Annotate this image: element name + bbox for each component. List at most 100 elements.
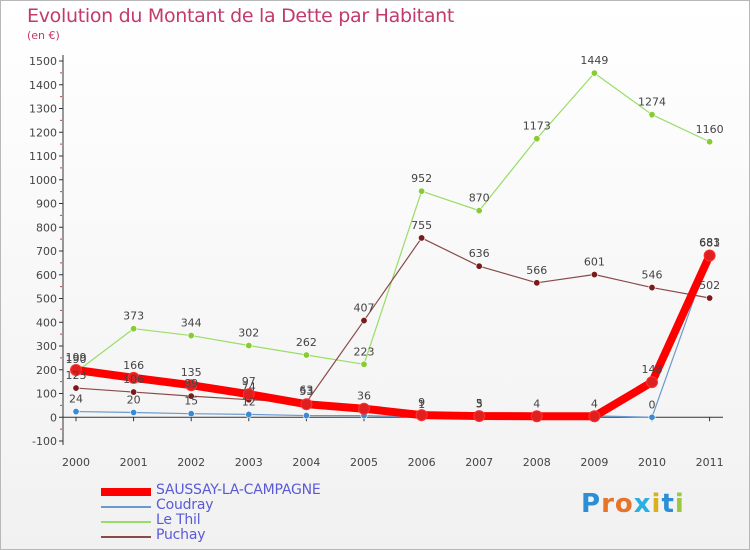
legend-label: SAUSSAY-LA-CAMPAGNE <box>156 482 321 498</box>
data-label: 5 <box>476 397 483 410</box>
y-tick-label: 700 <box>36 245 57 258</box>
data-point <box>302 351 310 359</box>
data-label: 683 <box>699 236 720 249</box>
y-tick-label: 1400 <box>29 79 57 92</box>
legend-entry: Coudray <box>101 497 421 514</box>
data-label: 199 <box>66 351 87 364</box>
data-label: 1173 <box>523 120 551 133</box>
y-tick-label: 1100 <box>29 150 57 163</box>
data-label: 53 <box>299 385 313 398</box>
y-tick-label: 400 <box>36 316 57 329</box>
y-tick-label: 800 <box>36 221 57 234</box>
legend-entry: Puchay <box>101 527 421 544</box>
x-tick-label: 2011 <box>696 456 724 469</box>
data-label: 97 <box>242 375 256 388</box>
y-tick-label: 1300 <box>29 103 57 116</box>
y-tick-label: 200 <box>36 364 57 377</box>
x-tick-label: 2005 <box>350 456 378 469</box>
data-label: 601 <box>584 256 605 269</box>
series-line <box>75 237 711 403</box>
data-point <box>360 317 368 325</box>
y-tick-label: 1000 <box>29 174 57 187</box>
data-point <box>358 402 370 415</box>
data-label: 407 <box>354 302 375 315</box>
x-tick-label: 2007 <box>465 456 493 469</box>
data-label: 9 <box>418 396 425 409</box>
axes <box>60 55 723 445</box>
data-labels: 1903733443022622239528701173144912741160… <box>66 54 724 411</box>
data-point <box>360 360 368 368</box>
series-line <box>75 254 711 418</box>
data-label: 89 <box>184 377 198 390</box>
chart-title: Evolution du Montant de la Dette par Hab… <box>27 5 455 27</box>
x-tick-label: 2003 <box>235 456 263 469</box>
y-tick-label: 300 <box>36 340 57 353</box>
y-tick-label: 500 <box>36 293 57 306</box>
legend-label: Coudray <box>156 497 214 513</box>
data-label: 681 <box>699 237 720 250</box>
x-tick-label: 2002 <box>177 456 205 469</box>
data-point <box>530 410 543 423</box>
data-label: 36 <box>357 390 371 403</box>
data-label: 546 <box>642 269 663 282</box>
legend-entry: Le Thil <box>101 512 421 529</box>
data-point <box>187 332 195 340</box>
data-label: 148 <box>642 363 663 376</box>
data-label: 952 <box>411 172 432 185</box>
data-label: 0 <box>649 398 656 411</box>
y-tick-label: 900 <box>36 198 57 211</box>
data-label: 566 <box>526 264 547 277</box>
x-tick-label: 2010 <box>638 456 666 469</box>
data-point <box>130 388 138 396</box>
data-point <box>703 249 716 262</box>
data-point <box>187 410 195 418</box>
y-tick-label: 1200 <box>29 126 57 139</box>
x-tick-label: 2009 <box>580 456 608 469</box>
legend-swatch <box>101 488 151 496</box>
data-point <box>533 279 541 287</box>
data-point <box>130 408 138 416</box>
data-point <box>245 410 253 418</box>
data-point <box>590 69 598 77</box>
data-label: 135 <box>181 366 202 379</box>
data-label: 636 <box>469 247 490 260</box>
data-point <box>588 410 601 423</box>
data-label: 344 <box>181 317 202 330</box>
data-label: 373 <box>123 310 144 323</box>
data-label: 3 <box>476 398 483 411</box>
data-label: 63 <box>299 383 313 396</box>
data-label: 190 <box>66 353 87 366</box>
data-label: 755 <box>411 219 432 232</box>
data-label: 1160 <box>696 123 724 136</box>
data-point <box>475 207 483 215</box>
data-point <box>130 325 138 333</box>
data-point <box>415 409 428 422</box>
data-label: 223 <box>354 345 375 358</box>
data-point <box>300 398 313 411</box>
data-label: 74 <box>242 381 256 394</box>
data-label: 106 <box>123 373 144 386</box>
data-point <box>418 187 426 195</box>
data-label: 123 <box>66 369 87 382</box>
data-label: 502 <box>699 279 720 292</box>
data-point <box>533 135 541 143</box>
proxiti-logo: Proxiti <box>581 489 685 519</box>
data-point <box>72 408 80 416</box>
legend-label: Puchay <box>156 527 206 543</box>
y-tick-label: 0 <box>50 411 57 424</box>
y-tick-label: 100 <box>36 388 57 401</box>
y-tick-label: 600 <box>36 269 57 282</box>
y-tick-label: 1500 <box>29 55 57 68</box>
data-label: 15 <box>184 395 198 408</box>
data-label: 4 <box>533 397 540 410</box>
data-label: 166 <box>123 359 144 372</box>
x-tick-label: 2008 <box>523 456 551 469</box>
x-tick-label: 2004 <box>292 456 320 469</box>
legend-entry: SAUSSAY-LA-CAMPAGNE <box>101 482 421 499</box>
data-label: 24 <box>69 393 83 406</box>
data-point <box>72 384 80 392</box>
data-point <box>242 388 255 401</box>
x-axis-ticks: 2000 2001 2002 2003 2004 2005 2006 2007 2008 2009… <box>62 417 724 469</box>
data-point <box>590 271 598 279</box>
